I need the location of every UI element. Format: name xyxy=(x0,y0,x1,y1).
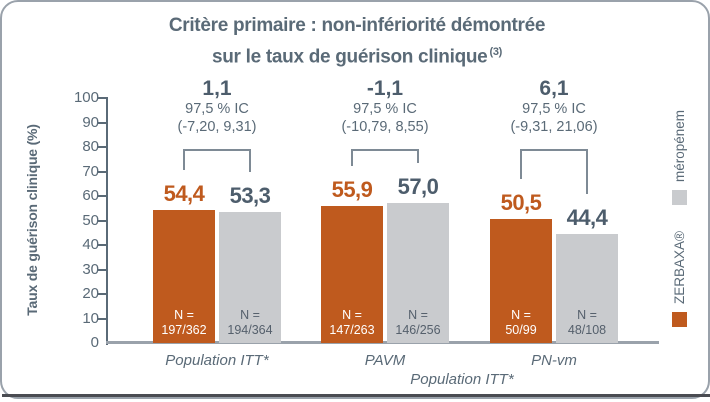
bar-n-label: N = 48/108 xyxy=(567,307,607,337)
ci-bracket-leg xyxy=(351,149,353,167)
bar-value-label: 55,9 xyxy=(331,177,373,203)
y-tick-label: 90 xyxy=(82,113,99,131)
ci-interval: (-10,79, 8,55) xyxy=(341,119,429,135)
y-tick-label: 100 xyxy=(73,89,99,106)
y-tick xyxy=(98,317,107,320)
bar-value-label: 54,4 xyxy=(163,180,205,206)
category-label: PN-vm xyxy=(531,352,577,369)
y-tick-label: 10 xyxy=(82,309,99,327)
y-tick-label: 50 xyxy=(82,211,99,229)
bar-n-label: N = 194/364 xyxy=(227,307,273,337)
y-tick xyxy=(98,293,107,295)
legend-label-meropenem: méropénem xyxy=(671,109,687,183)
y-tick-label: 80 xyxy=(82,138,99,155)
ci-annotation: 1,1 97,5 % IC (-7,20, 9,31) xyxy=(127,78,307,136)
y-tick xyxy=(98,268,107,271)
legend-swatch-zerbaxa xyxy=(671,312,687,327)
y-tick-label: 70 xyxy=(82,162,99,180)
legend: ZERBAXA® méropénem xyxy=(671,97,687,327)
zerbaxa-bar: N = 147/263 xyxy=(321,206,383,343)
ci-label: 97,5 % IC xyxy=(522,101,586,117)
y-tick xyxy=(98,195,107,197)
legend-swatch-meropenem xyxy=(671,190,687,206)
difference-value: -1,1 xyxy=(366,77,404,100)
bottom-edge-strip xyxy=(2,394,710,397)
chart-title-line2: sur le taux de guérison clinique xyxy=(211,46,488,68)
bar-n-label: N = 197/362 xyxy=(161,307,207,337)
difference-value: 6,1 xyxy=(539,77,569,100)
x-axis-label: Population ITT* xyxy=(410,371,514,388)
ci-label: 97,5 % IC xyxy=(185,101,249,117)
category-label: Population ITT* xyxy=(165,352,269,369)
bar-value-label: 44,4 xyxy=(566,205,608,231)
chart-title-line1: Critère primaire : non-infériorité démon… xyxy=(168,15,546,36)
y-tick-label: 60 xyxy=(82,187,99,204)
meropenem-bar: N = 146/256 xyxy=(387,203,449,343)
reference-superscript: (3) xyxy=(489,46,502,58)
y-tick xyxy=(98,244,107,246)
ci-annotation: 6,1 97,5 % IC (-9,31, 21,06) xyxy=(464,78,644,136)
ci-bracket-top xyxy=(184,149,250,151)
y-tick-label: 20 xyxy=(82,285,99,302)
y-axis-line xyxy=(106,97,108,345)
y-tick-label: 30 xyxy=(82,260,99,278)
meropenem-bar: N = 48/108 xyxy=(556,234,618,343)
category-label: PAVM xyxy=(364,352,406,369)
y-tick-label: 40 xyxy=(82,236,99,253)
bar-value-label: 53,3 xyxy=(229,183,271,209)
ci-annotation: -1,1 97,5 % IC (-10,79, 8,55) xyxy=(295,78,475,136)
chart-title: Critère primaire : non-infériorité démon… xyxy=(2,13,710,70)
zerbaxa-bar: N = 50/99 xyxy=(490,219,552,343)
y-tick-label: 0 xyxy=(90,334,99,351)
legend-label-zerbaxa: ZERBAXA® xyxy=(671,231,687,304)
bar-value-label: 50,5 xyxy=(500,190,542,216)
ci-interval: (-9,31, 21,06) xyxy=(510,119,598,135)
y-tick xyxy=(98,146,107,148)
ci-bracket-top xyxy=(521,149,587,151)
bar-n-label: N = 147/263 xyxy=(329,307,375,337)
zerbaxa-bar: N = 197/362 xyxy=(153,209,215,343)
bar-n-label: N = 146/256 xyxy=(395,307,441,337)
ci-bracket-leg xyxy=(249,149,251,173)
y-tick xyxy=(98,219,107,222)
y-tick xyxy=(98,97,107,99)
bar-n-label: N = 50/99 xyxy=(505,307,537,337)
ci-bracket-leg xyxy=(520,149,522,180)
ci-bracket-leg xyxy=(586,149,588,195)
difference-value: 1,1 xyxy=(202,77,232,100)
meropenem-bar: N = 194/364 xyxy=(219,212,281,343)
y-tick xyxy=(98,170,107,173)
y-tick xyxy=(98,121,107,124)
ci-bracket-top xyxy=(352,149,418,151)
ci-interval: (-7,20, 9,31) xyxy=(177,119,257,135)
ci-bracket-leg xyxy=(417,149,419,164)
ci-label: 97,5 % IC xyxy=(353,101,417,117)
ci-bracket-leg xyxy=(183,149,185,170)
bar-value-label: 57,0 xyxy=(397,174,439,200)
